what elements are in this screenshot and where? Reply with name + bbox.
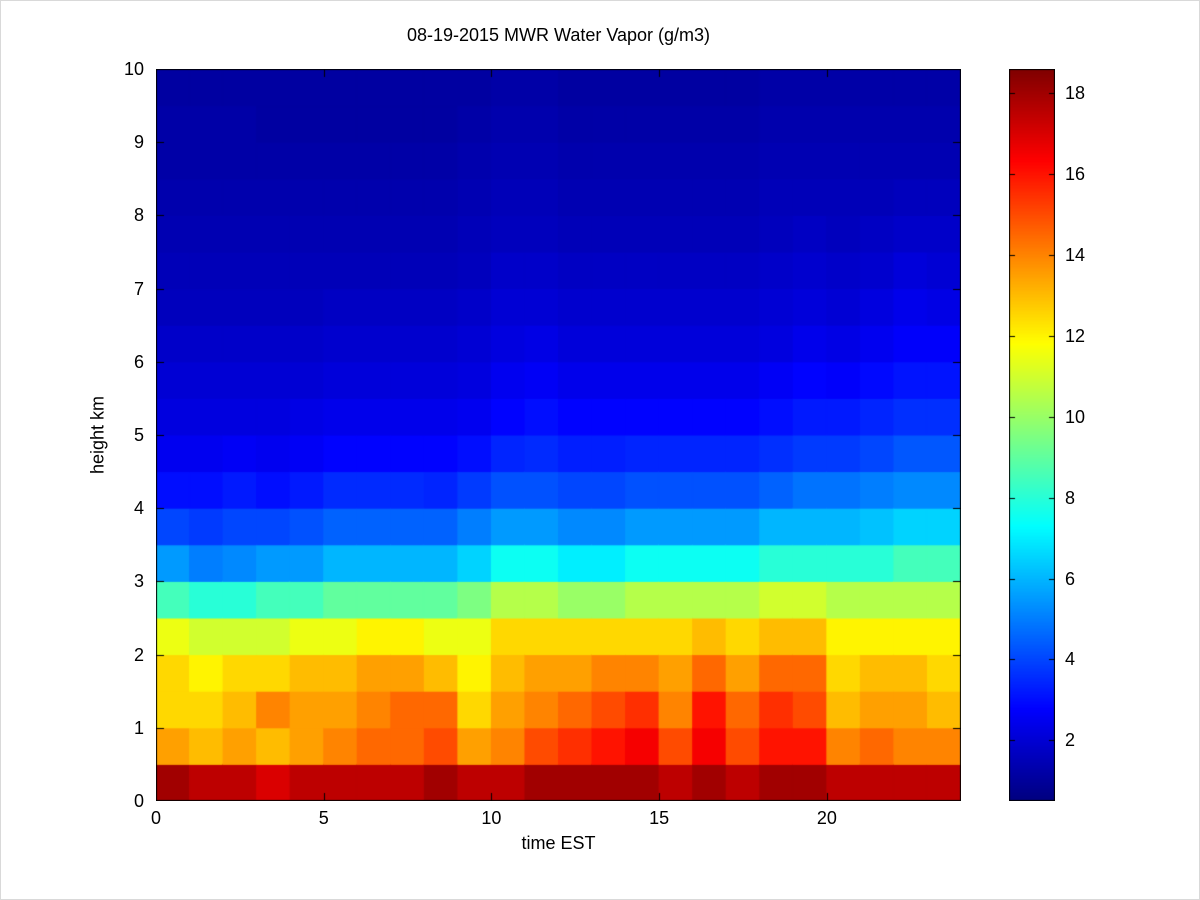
- colorbar-tick-label: 4: [1065, 649, 1076, 670]
- chart-title: 08-19-2015 MWR Water Vapor (g/m3): [406, 25, 711, 45]
- colorbar-tick-label: 16: [1065, 164, 1086, 185]
- colorbar: [1009, 69, 1055, 801]
- x-axis-label: time EST: [521, 833, 596, 853]
- colorbar-tick-label: 2: [1065, 730, 1076, 751]
- y-axis-label: height km: [87, 395, 108, 475]
- y-tick-label: 9: [133, 132, 144, 153]
- y-tick-label: 0: [133, 791, 144, 811]
- x-tick-label: 10: [481, 808, 502, 828]
- y-tick-label: 1: [133, 717, 144, 738]
- colorbar-tick-label: 8: [1065, 487, 1076, 508]
- y-tick-label: 3: [133, 571, 144, 592]
- colorbar-tick-label: 12: [1065, 325, 1086, 346]
- colorbar-tick-label: 14: [1065, 245, 1086, 266]
- y-tick-label: 10: [123, 59, 144, 79]
- x-tick-label: 20: [816, 808, 837, 828]
- x-tick-label: 5: [318, 808, 329, 828]
- colorbar-tick-label: 10: [1065, 406, 1086, 427]
- y-tick-label: 8: [133, 205, 144, 226]
- y-tick-label: 2: [133, 644, 144, 665]
- y-tick-label: 4: [133, 498, 144, 519]
- heatmap-canvas: [156, 69, 961, 801]
- y-tick-label: 6: [133, 351, 144, 372]
- colorbar-tick-label: 6: [1065, 568, 1076, 589]
- y-tick-label: 5: [133, 425, 144, 445]
- colorbar-tick-label: 18: [1065, 83, 1086, 104]
- y-tick-label: 7: [133, 278, 144, 299]
- x-tick-label: 0: [150, 808, 162, 828]
- x-tick-label: 15: [649, 808, 670, 828]
